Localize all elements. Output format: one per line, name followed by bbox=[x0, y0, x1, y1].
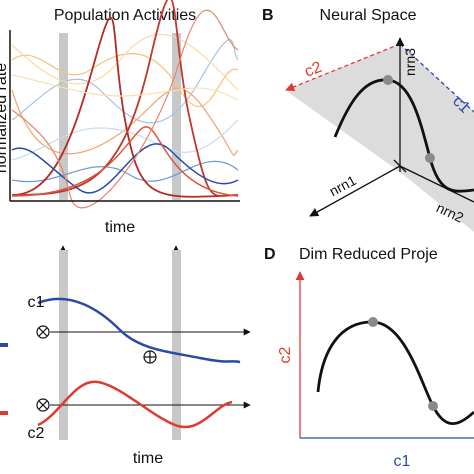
trace-label: c1 bbox=[28, 294, 45, 311]
time-marker bbox=[59, 250, 68, 440]
panel-letter: B bbox=[262, 7, 274, 24]
trace bbox=[37, 297, 241, 364]
trace bbox=[37, 380, 233, 429]
time-marker bbox=[172, 33, 181, 200]
state-dot bbox=[368, 317, 378, 327]
axis-label: nrn1 bbox=[327, 172, 359, 199]
trajectory bbox=[333, 78, 474, 193]
legend-tick bbox=[0, 343, 8, 347]
time-marker bbox=[172, 250, 181, 440]
panel-b: B Neural Space c2 c1 nrn3 nrn1 nrn2 bbox=[262, 7, 474, 232]
trace-label: c2 bbox=[28, 425, 45, 442]
axis-label: c1 bbox=[394, 453, 411, 470]
state-dot bbox=[425, 153, 435, 163]
oplus bbox=[143, 350, 157, 364]
panel-title: Dim Reduced Proje bbox=[299, 246, 438, 263]
otimes bbox=[36, 325, 50, 412]
neuron-axis bbox=[399, 165, 474, 203]
panel-letter: D bbox=[264, 246, 276, 263]
panel-d: D Dim Reduced Proje c2 c1 bbox=[264, 246, 474, 470]
panel-title: Neural Space bbox=[320, 7, 417, 24]
time-marker bbox=[59, 33, 68, 200]
legend-tick bbox=[0, 411, 8, 415]
axis-cross bbox=[393, 159, 407, 173]
axis-label: nrn3 bbox=[402, 48, 418, 76]
state-dot bbox=[383, 75, 393, 85]
axis-label: normalized rate bbox=[0, 63, 10, 173]
plane-axis bbox=[399, 43, 474, 113]
trajectory bbox=[316, 320, 474, 426]
axis-label: time bbox=[133, 450, 163, 467]
activity-traces bbox=[11, 0, 239, 209]
axis-label: c2 bbox=[277, 346, 294, 363]
axis-label: time bbox=[105, 219, 135, 236]
neuron-axis bbox=[309, 165, 401, 217]
state-dot bbox=[428, 401, 438, 411]
panel-c: c1 c2 time bbox=[0, 250, 251, 467]
panel-a: Population Activities normalized rate ti… bbox=[0, 0, 240, 290]
plane bbox=[285, 44, 474, 232]
plane-axis-label: c2 bbox=[302, 59, 324, 81]
